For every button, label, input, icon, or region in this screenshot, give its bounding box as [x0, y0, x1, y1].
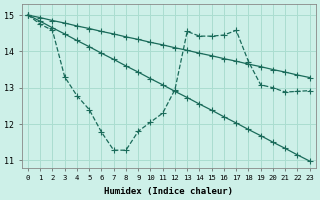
X-axis label: Humidex (Indice chaleur): Humidex (Indice chaleur)	[104, 187, 233, 196]
